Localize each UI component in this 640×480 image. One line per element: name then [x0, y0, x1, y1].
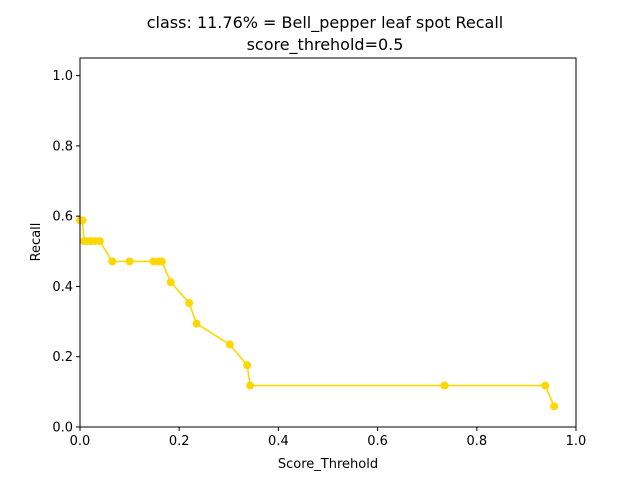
x-tick-label: 0.8: [466, 434, 487, 449]
data-point: [541, 381, 550, 390]
data-point: [246, 381, 255, 390]
y-tick-label: 0.8: [52, 139, 73, 154]
data-point: [108, 257, 117, 266]
series-layer: [76, 216, 559, 411]
y-tick-label: 0.6: [52, 210, 73, 225]
y-axis-ticks: 0.0 0.2 0.4 0.6 0.8 1.0: [52, 69, 80, 436]
data-point: [185, 298, 194, 307]
x-tick-label: 1.0: [566, 434, 587, 449]
x-tick-label: 0.2: [169, 434, 190, 449]
plot-frame: [79, 57, 577, 428]
x-tick-label: 0.6: [367, 434, 388, 449]
data-point: [157, 257, 166, 266]
data-point: [95, 237, 104, 246]
data-point: [440, 381, 449, 390]
chart-subtitle: score_threhold=0.5: [247, 35, 404, 55]
x-axis-label: Score_Threhold: [278, 457, 378, 472]
y-axis-label: Recall: [29, 223, 44, 262]
data-point: [243, 361, 252, 370]
chart-title: class: 11.76% = Bell_pepper leaf spot Re…: [147, 13, 504, 33]
y-tick-label: 0.2: [52, 350, 73, 365]
y-tick-label: 0.4: [52, 280, 73, 295]
data-point: [192, 319, 201, 328]
data-point: [166, 278, 175, 287]
x-tick-label: 0.4: [268, 434, 289, 449]
x-tick-label: 0.0: [70, 434, 91, 449]
data-point: [225, 340, 234, 349]
data-point: [550, 402, 559, 411]
y-tick-label: 0.0: [52, 421, 73, 436]
x-axis-ticks: 0.0 0.2 0.4 0.6 0.8 1.0: [70, 427, 587, 449]
data-point: [125, 257, 134, 266]
y-tick-label: 1.0: [52, 69, 73, 84]
